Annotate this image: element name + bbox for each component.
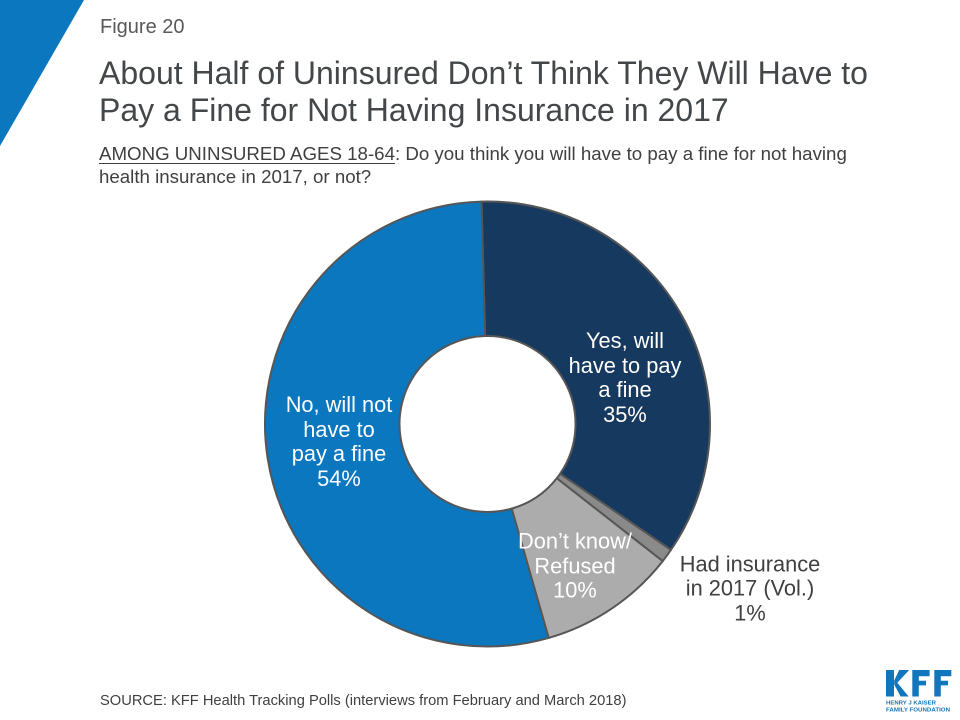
svg-text:FAMILY FOUNDATION: FAMILY FOUNDATION — [886, 708, 950, 714]
svg-text:HENRY J KAISER: HENRY J KAISER — [886, 701, 936, 707]
